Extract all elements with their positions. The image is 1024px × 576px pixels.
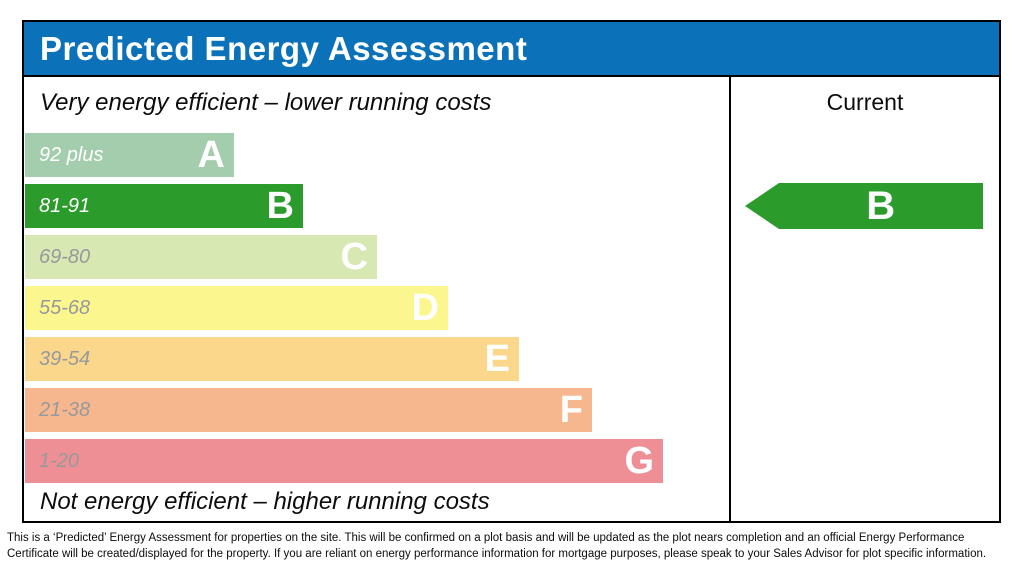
disclaimer-line-1: This is a ‘Predicted’ Energy Assessment … <box>7 532 965 544</box>
band-letter: E <box>484 338 510 380</box>
band-range-label: 21-38 <box>39 398 91 421</box>
current-rating-letter: B <box>866 184 896 228</box>
page-title: Predicted Energy Assessment <box>40 29 528 67</box>
left-arrow-icon <box>745 183 983 229</box>
current-rating-column: Current B <box>729 77 999 523</box>
band-letter: A <box>197 134 225 176</box>
top-caption: Very energy efficient – lower running co… <box>40 89 492 116</box>
band-range-label: 81-91 <box>39 194 91 217</box>
band-letter: C <box>340 236 368 278</box>
band-range-label: 69-80 <box>39 245 91 268</box>
band-range-label: 55-68 <box>39 296 91 319</box>
rating-chart-area: Very energy efficient – lower running co… <box>24 77 729 523</box>
band-row-A: 92 plus A <box>25 133 234 177</box>
band-range-label: 92 plus <box>39 143 104 166</box>
current-rating-arrow: B <box>745 183 983 229</box>
band-range-label: 39-54 <box>39 347 91 370</box>
current-column-header: Current <box>826 89 904 115</box>
band-letter: G <box>624 440 654 482</box>
epc-body: Very energy efficient – lower running co… <box>24 77 999 523</box>
epc-certificate: Predicted Energy Assessment Very energy … <box>22 20 1001 523</box>
band-letter: F <box>559 389 583 431</box>
band-letter: D <box>411 287 439 329</box>
band-letter: B <box>266 185 294 227</box>
band-row-G: 1-20 G <box>25 439 663 483</box>
disclaimer-line-2: Certificate will be created/displayed fo… <box>7 548 987 560</box>
bottom-caption: Not energy efficient – higher running co… <box>40 488 490 515</box>
epc-header-bar: Predicted Energy Assessment <box>24 22 999 77</box>
band-range-label: 1-20 <box>39 449 80 472</box>
band-row-B: 81-91 B <box>25 184 303 228</box>
band-row-D: 55-68 D <box>25 286 448 330</box>
band-row-F: 21-38 F <box>25 388 592 432</box>
band-row-C: 69-80 C <box>25 235 377 279</box>
band-row-E: 39-54 E <box>25 337 519 381</box>
disclaimer-text: This is a ‘Predicted’ Energy Assessment … <box>7 530 986 562</box>
